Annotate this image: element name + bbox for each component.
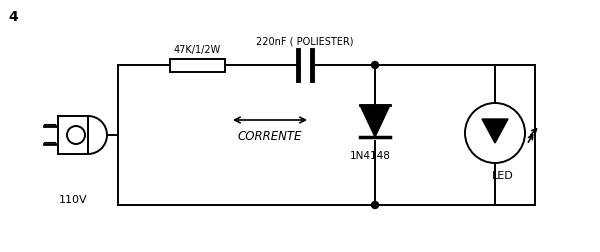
Circle shape	[371, 202, 379, 208]
Text: 110V: 110V	[59, 195, 88, 205]
Polygon shape	[482, 119, 508, 143]
Circle shape	[67, 126, 85, 144]
Text: LED: LED	[492, 171, 514, 181]
Text: 220nF ( POLIESTER): 220nF ( POLIESTER)	[256, 36, 354, 46]
Text: CORRENTE: CORRENTE	[238, 130, 302, 143]
Text: 47K/1/2W: 47K/1/2W	[174, 45, 221, 54]
Polygon shape	[360, 105, 390, 137]
Text: 1N4148: 1N4148	[350, 151, 391, 161]
Circle shape	[371, 61, 379, 69]
Circle shape	[465, 103, 525, 163]
Text: 4: 4	[8, 10, 18, 24]
Bar	[58, 116, 88, 154]
Bar	[170, 58, 225, 72]
